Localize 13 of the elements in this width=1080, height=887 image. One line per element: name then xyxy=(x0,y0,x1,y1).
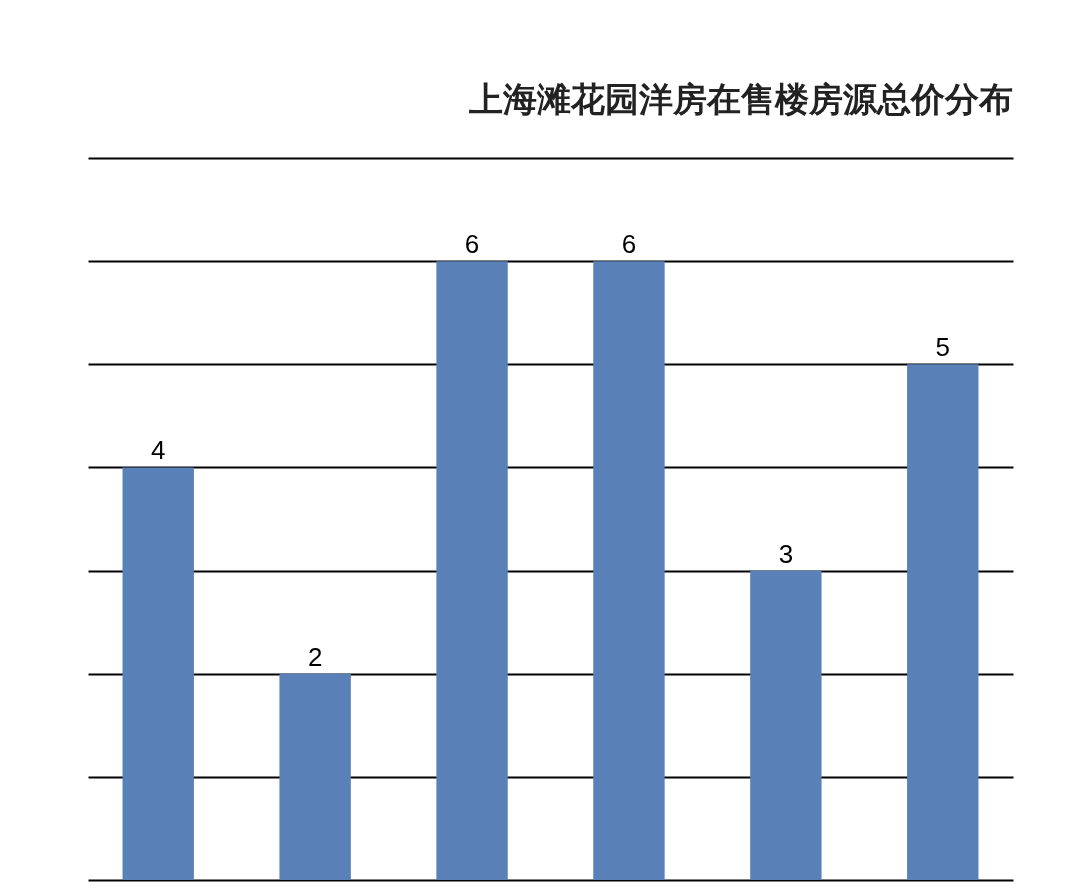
bar xyxy=(279,673,351,880)
bar xyxy=(122,467,194,880)
data-label: 3 xyxy=(778,538,794,569)
bar xyxy=(907,364,979,880)
bar xyxy=(436,261,508,880)
data-label: 5 xyxy=(935,332,951,363)
data-label: 2 xyxy=(307,641,323,672)
chart-title: 上海滩花园洋房在售楼房源总价分布 xyxy=(468,79,1013,119)
data-label: 6 xyxy=(464,229,480,260)
bar xyxy=(593,261,665,880)
bar xyxy=(750,570,822,880)
data-label: 6 xyxy=(621,229,637,260)
data-label: 4 xyxy=(150,435,166,466)
